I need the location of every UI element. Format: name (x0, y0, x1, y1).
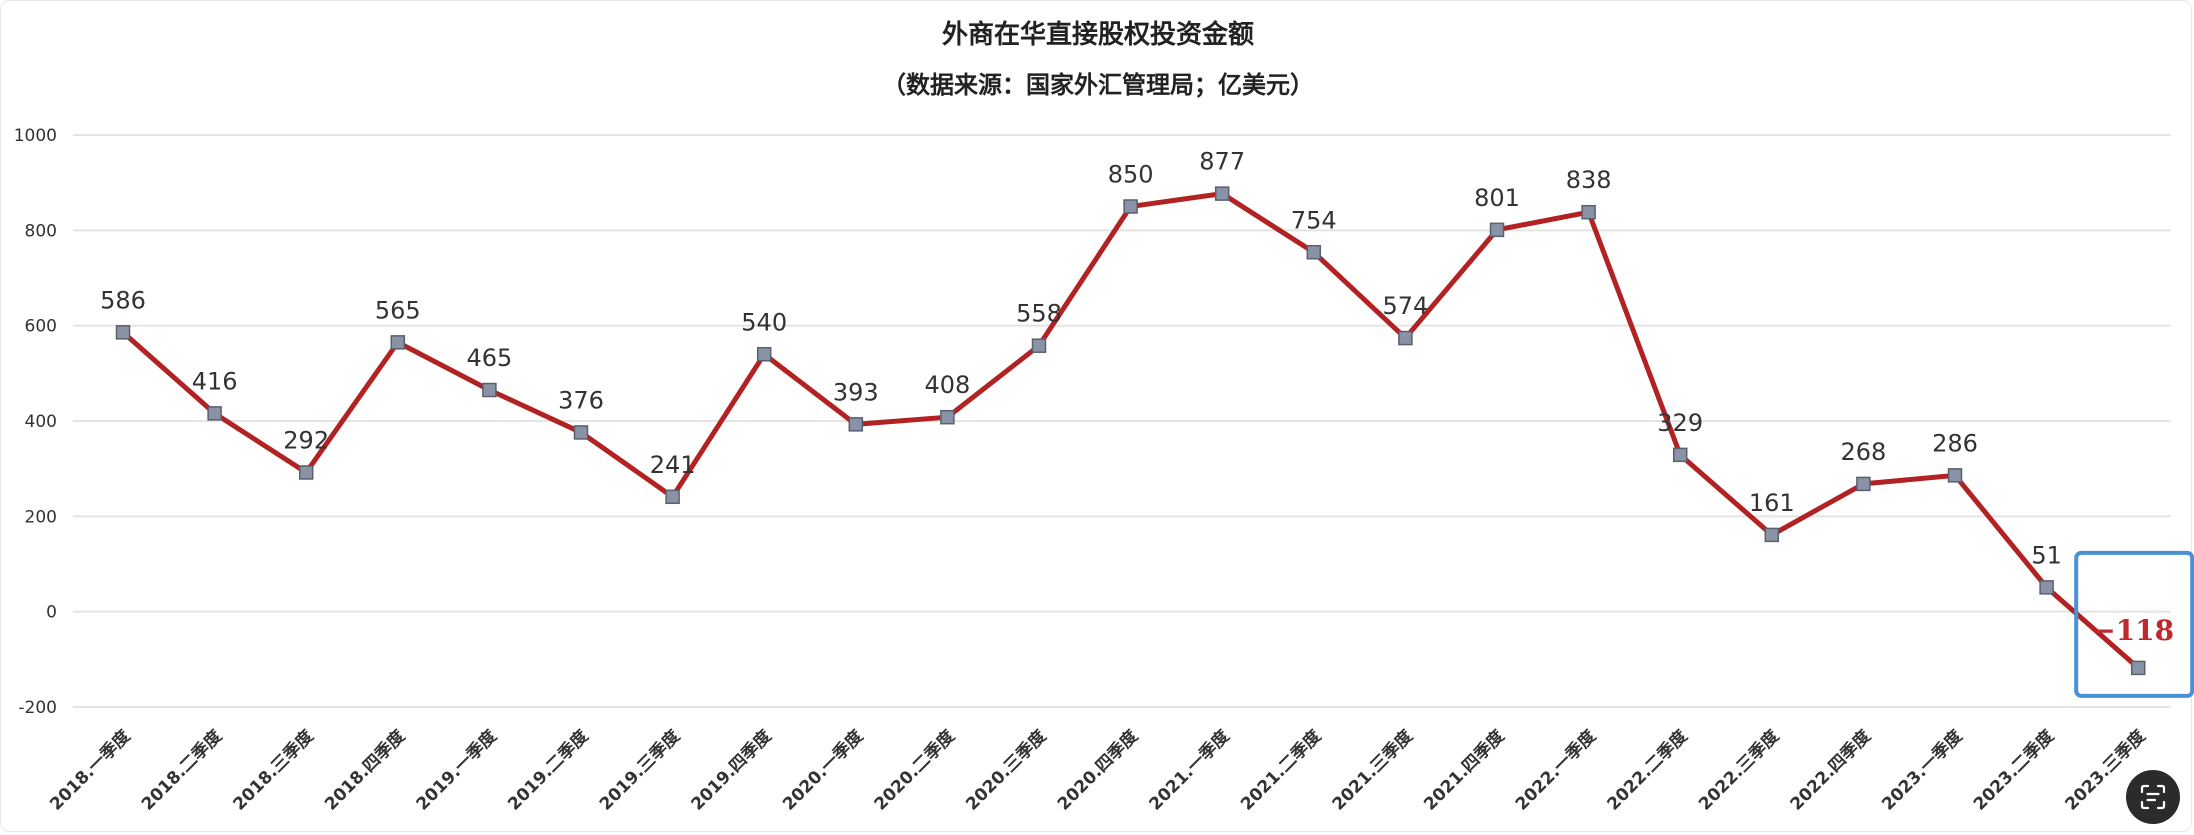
data-label: 801 (1474, 184, 1520, 212)
data-point-marker (1947, 468, 1963, 483)
data-label: 408 (924, 371, 970, 399)
data-label: 877 (1199, 148, 1245, 176)
data-label: 161 (1749, 489, 1795, 517)
chart-title: 外商在华直接股权投资金额 (942, 19, 1254, 50)
y-tick-label: 400 (25, 412, 57, 432)
highlight-box (2074, 550, 2194, 698)
data-point-marker (1489, 222, 1505, 238)
data-point-marker (390, 335, 406, 350)
data-point-marker (1581, 204, 1596, 220)
x-tick-label: 2021.一季度 (1145, 725, 1235, 815)
data-label: 465 (466, 344, 512, 372)
y-tick-label: 1000 (14, 126, 57, 146)
y-tick-label: 200 (25, 507, 57, 527)
x-tick-label: 2018.三季度 (229, 725, 319, 815)
data-point-marker (207, 406, 222, 421)
x-tick-label: 2019.一季度 (412, 725, 502, 815)
x-tick-label: 2020.四季度 (1053, 725, 1143, 815)
data-label: 51 (2031, 541, 2062, 569)
data-point-marker (940, 409, 955, 425)
data-label: 329 (1657, 409, 1703, 437)
text-scan-button[interactable] (2126, 770, 2180, 824)
data-label: 268 (1840, 438, 1886, 466)
y-tick-label: 0 (46, 603, 57, 623)
data-point-marker (756, 347, 772, 362)
data-point-marker (1306, 245, 1322, 260)
y-tick-label: 800 (25, 221, 57, 241)
x-tick-label: 2021.三季度 (1328, 725, 1418, 815)
data-label: 558 (1016, 300, 1062, 328)
x-tick-label: 2022.四季度 (1786, 725, 1876, 815)
x-tick-label: 2021.二季度 (1236, 725, 1326, 815)
data-labels: 586 416 292 565 465 376 241 540 393 408 558 850 877 7… (100, 148, 2174, 647)
x-tick-label: 2023.二季度 (1969, 725, 2059, 815)
x-tick-label: 2020.二季度 (870, 725, 960, 815)
series-markers (115, 186, 2146, 676)
data-point-marker (1856, 476, 1871, 492)
highlight-rectangle (2074, 550, 2194, 698)
data-point-marker (482, 382, 497, 398)
x-tick-label: 2022.二季度 (1603, 725, 1693, 815)
x-tick-label: 2018.二季度 (137, 725, 227, 815)
data-label: 850 (1108, 161, 1154, 189)
x-tick-label: 2023.一季度 (1878, 725, 1968, 815)
x-axis-ticks: 2018.一季度 2018.二季度 2018.三季度 2018.四季度 2019.一季度… (46, 725, 2151, 815)
x-tick-label: 2020.三季度 (962, 725, 1052, 815)
data-point-marker (115, 325, 131, 340)
data-label: 838 (1566, 166, 1612, 194)
data-label: 540 (741, 308, 787, 336)
data-point-marker (1031, 338, 1047, 353)
series-line (121, 191, 2140, 670)
chart-subtitle: （数据来源：国家外汇管理局；亿美元） (882, 71, 1314, 99)
gridlines (73, 134, 2171, 708)
data-label: 241 (650, 451, 696, 479)
data-label: 416 (192, 367, 238, 395)
x-tick-label: 2019.三季度 (595, 725, 685, 815)
x-tick-label: 2022.一季度 (1511, 725, 1601, 815)
series-line-path (121, 191, 2140, 670)
text-scan-icon (2140, 784, 2166, 810)
data-label: −118 (2092, 614, 2174, 647)
x-tick-label: 2019.二季度 (504, 725, 594, 815)
data-point-marker (1672, 447, 1688, 463)
x-tick-label: 2019.四季度 (687, 725, 777, 815)
data-label: 754 (1291, 206, 1337, 234)
data-point-marker (298, 465, 314, 480)
y-tick-label: -200 (18, 698, 57, 718)
x-tick-label: 2018.四季度 (320, 725, 410, 815)
data-label: 376 (558, 386, 604, 414)
data-point-marker (1398, 330, 1413, 346)
x-tick-label: 2020.一季度 (778, 725, 868, 815)
data-point-marker (2130, 660, 2146, 676)
data-point-marker (573, 425, 589, 440)
y-axis-ticks: -200 0 200 400 600 800 1000 (14, 126, 57, 718)
data-label: 393 (833, 378, 879, 406)
data-point-marker (848, 417, 864, 432)
x-tick-label: 2022.三季度 (1694, 725, 1784, 815)
data-label: 286 (1932, 429, 1978, 457)
data-label: 586 (100, 286, 146, 314)
data-point-marker (665, 489, 680, 505)
data-point-marker (1764, 527, 1780, 543)
x-tick-label: 2018.一季度 (46, 725, 136, 815)
y-tick-label: 600 (25, 317, 57, 337)
x-tick-label: 2021.四季度 (1420, 725, 1510, 815)
data-point-marker (2039, 580, 2054, 595)
data-label: 574 (1382, 292, 1428, 320)
data-point-marker (1214, 186, 1230, 201)
data-label: 565 (375, 296, 421, 324)
data-point-marker (1123, 199, 1138, 214)
data-label: 292 (283, 426, 329, 454)
